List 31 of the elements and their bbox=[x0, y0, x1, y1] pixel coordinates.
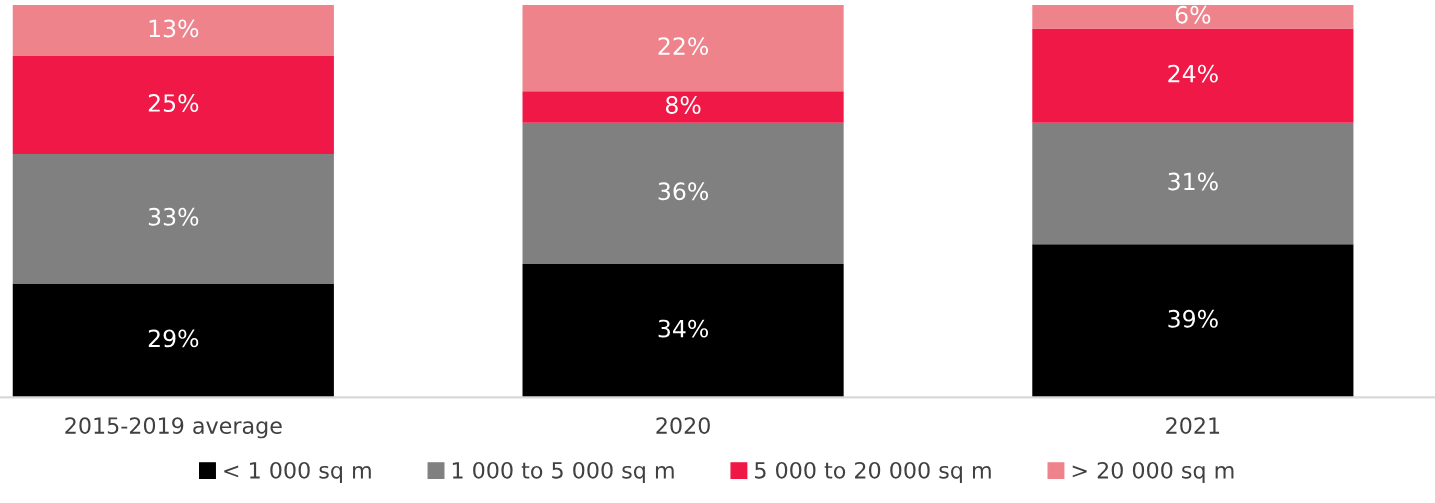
bar bbox=[1032, 28, 1354, 123]
bar bbox=[12, 56, 334, 155]
bar bbox=[1032, 244, 1354, 398]
bar bbox=[12, 283, 334, 398]
legend-label: 1 000 to 5 000 sq m bbox=[452, 461, 674, 483]
data-label: 33% bbox=[148, 207, 199, 226]
bar bbox=[12, 154, 334, 284]
data-label: 34% bbox=[658, 319, 709, 338]
x-tick-label: 2020 bbox=[656, 417, 710, 435]
bar bbox=[1032, 122, 1354, 245]
x-tick-label: 2015-2019 average bbox=[65, 417, 282, 439]
x-tick-label: 2021 bbox=[1166, 417, 1220, 435]
data-label: 6% bbox=[1175, 5, 1211, 24]
data-label: 25% bbox=[148, 94, 199, 112]
data-label: 29% bbox=[148, 329, 199, 348]
data-label: 13% bbox=[149, 19, 199, 38]
bar bbox=[1032, 5, 1354, 29]
data-label: 31% bbox=[1168, 172, 1218, 191]
legend-label: 5 000 to 20 000 sq m bbox=[755, 461, 991, 483]
data-label: 22% bbox=[658, 37, 709, 56]
legend-label: < 1 000 sq m bbox=[224, 461, 371, 483]
data-label: 39% bbox=[1168, 309, 1218, 328]
data-label: 24% bbox=[1168, 64, 1218, 83]
bar bbox=[522, 263, 844, 398]
bar bbox=[12, 5, 334, 57]
bar bbox=[522, 5, 844, 92]
bar bbox=[522, 122, 844, 264]
data-label: 8% bbox=[665, 96, 701, 114]
data-label: 36% bbox=[658, 182, 709, 201]
legend-label: > 20 000 sq m bbox=[1072, 461, 1234, 483]
bar bbox=[522, 91, 844, 123]
